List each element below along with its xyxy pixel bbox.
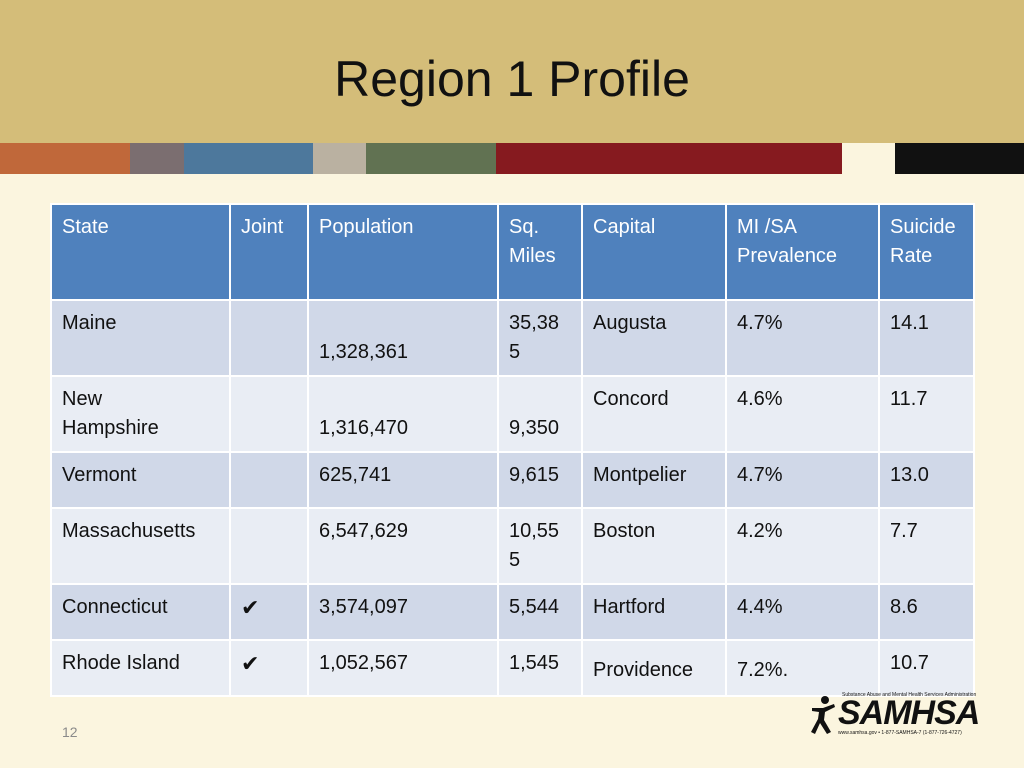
logo-tagline: Substance Abuse and Mental Health Servic… [842,692,977,698]
cell-joint-check-icon: ✔ [229,583,309,641]
accent-stripe-green [366,143,496,174]
cell-prevalence: 4.7% [725,299,880,377]
accent-stripe-orange [0,143,130,174]
table-row: New Hampshire 1,316,470 9,350 Concord 4.6… [50,375,975,453]
cell-prevalence: 4.4% [725,583,880,641]
header-joint: Joint [229,203,309,301]
cell-population: 6,547,629 [307,507,499,585]
table-header-row: State Joint Population Sq. Miles Capital … [50,203,975,301]
cell-capital: Providence [581,639,727,697]
page-number: 12 [62,724,78,740]
accent-stripe-mauve [130,143,184,174]
cell-suicide-rate: 14.1 [878,299,975,377]
cell-suicide-rate: 13.0 [878,451,975,509]
table-row: Vermont 625,741 9,615 Montpelier 4.7% 13… [50,451,975,509]
cell-state: Rhode Island [50,639,231,697]
cell-state: New Hampshire [50,375,231,453]
cell-population: 625,741 [307,451,499,509]
cell-prevalence: 4.6% [725,375,880,453]
cell-joint-check-icon: ✔ [229,639,309,697]
cell-state: Vermont [50,451,231,509]
header-state: State [50,203,231,301]
cell-state: Connecticut [50,583,231,641]
cell-sq-miles: 5,544 [497,583,583,641]
table-row: Maine 1,328,361 35,38 5 Augusta 4.7% 14.1 [50,299,975,377]
cell-sq-miles: 35,38 5 [497,299,583,377]
accent-stripe-tan [313,143,366,174]
cell-joint [229,299,309,377]
region-profile-table: State Joint Population Sq. Miles Capital … [50,203,975,697]
slide-title: Region 1 Profile [334,51,690,107]
accent-stripe-blue [184,143,313,174]
logo-contact: www.samhsa.gov • 1-877-SAMHSA-7 (1-877-7… [838,730,962,736]
cell-capital: Boston [581,507,727,585]
header-prevalence: MI /SA Prevalence [725,203,880,301]
header-band [0,0,1024,143]
person-figure-icon [811,696,835,734]
header-suicide-rate: Suicide Rate [878,203,975,301]
cell-suicide-rate: 8.6 [878,583,975,641]
cell-state: Maine [50,299,231,377]
cell-joint [229,507,309,585]
table-row: Rhode Island ✔ 1,052,567 1,545 Providenc… [50,639,975,697]
cell-sq-miles: 9,615 [497,451,583,509]
cell-sq-miles: 1,545 [497,639,583,697]
cell-capital: Hartford [581,583,727,641]
accent-stripe-red [496,143,842,174]
cell-joint [229,451,309,509]
cell-population: 1,052,567 [307,639,499,697]
header-population: Population [307,203,499,301]
cell-state: Massachusetts [50,507,231,585]
cell-prevalence: 4.2% [725,507,880,585]
cell-suicide-rate: 7.7 [878,507,975,585]
cell-capital: Augusta [581,299,727,377]
samhsa-logo: Substance Abuse and Mental Health Servic… [808,692,980,740]
cell-prevalence: 7.2%. [725,639,880,697]
cell-sq-miles: 10,55 5 [497,507,583,585]
cell-population: 1,316,470 [307,375,499,453]
logo-name: SAMHSA [838,694,980,732]
cell-joint [229,375,309,453]
cell-suicide-rate: 10.7 [878,639,975,697]
accent-stripe-black [895,143,1024,174]
cell-capital: Montpelier [581,451,727,509]
table-row: Connecticut ✔ 3,574,097 5,544 Hartford 4… [50,583,975,641]
table-row: Massachusetts 6,547,629 10,55 5 Boston 4.… [50,507,975,585]
cell-capital: Concord [581,375,727,453]
cell-suicide-rate: 11.7 [878,375,975,453]
cell-population: 3,574,097 [307,583,499,641]
cell-prevalence: 4.7% [725,451,880,509]
header-capital: Capital [581,203,727,301]
cell-sq-miles: 9,350 [497,375,583,453]
header-sq-miles: Sq. Miles [497,203,583,301]
cell-population: 1,328,361 [307,299,499,377]
